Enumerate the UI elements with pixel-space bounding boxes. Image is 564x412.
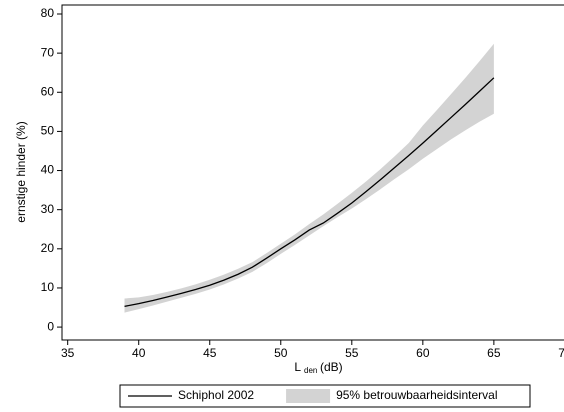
confidence-band bbox=[124, 43, 494, 313]
legend-label: Schiphol 2002 bbox=[178, 388, 254, 402]
x-tick-label: 60 bbox=[416, 346, 430, 360]
y-tick-label: 0 bbox=[47, 319, 54, 333]
x-tick-label: 45 bbox=[203, 346, 217, 360]
x-label-main: L bbox=[294, 360, 301, 374]
line bbox=[124, 77, 495, 307]
y-tick-label: 70 bbox=[41, 45, 55, 59]
y-tick-label: 30 bbox=[41, 202, 55, 216]
legend-swatch bbox=[286, 389, 331, 403]
y-tick-label: 60 bbox=[41, 84, 55, 98]
x-label-sub: den bbox=[304, 366, 317, 375]
y-axis-label: ernstige hinder (%) bbox=[14, 121, 28, 222]
plot-frame bbox=[61, 4, 564, 341]
y-tick-label: 50 bbox=[41, 124, 55, 138]
x-tick-label: 65 bbox=[487, 346, 501, 360]
y-tick-label: 20 bbox=[41, 241, 55, 255]
x-tick-label: 40 bbox=[132, 346, 146, 360]
x-tick-label: 70 bbox=[558, 346, 564, 360]
x-tick-label: 35 bbox=[61, 346, 75, 360]
x-label-unit: (dB) bbox=[320, 360, 343, 374]
y-tick-label: 10 bbox=[41, 280, 55, 294]
x-tick-label: 55 bbox=[345, 346, 359, 360]
y-tick-label: 40 bbox=[41, 163, 55, 177]
x-axis-label: L bbox=[294, 360, 301, 374]
x-tick-label: 50 bbox=[274, 346, 288, 360]
legend-label: 95% betrouwbaarheidsinterval bbox=[336, 388, 497, 402]
y-tick-label: 80 bbox=[41, 6, 55, 20]
